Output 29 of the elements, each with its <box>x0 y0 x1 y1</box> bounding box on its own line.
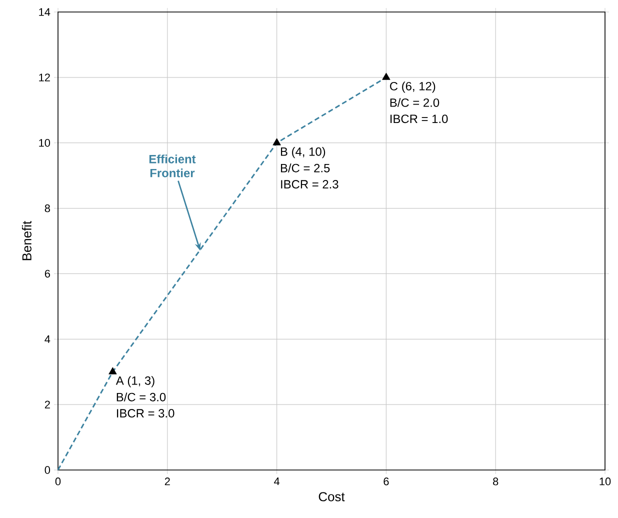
point <box>382 72 390 80</box>
y-tick-label: 10 <box>39 138 50 147</box>
y-tick-label: 4 <box>44 335 50 343</box>
y-tick-label: 6 <box>44 270 50 278</box>
annotation: IBCR = 3.0 <box>117 409 174 418</box>
x-tick-label: 10 <box>600 478 611 486</box>
annotation: A (1, 3) <box>116 376 154 388</box>
annotation: B/C = 2.0 <box>390 98 440 107</box>
annotation: B/C = 2.5 <box>280 164 330 172</box>
y-tick-label: 14 <box>39 8 50 16</box>
y-tick-label: 0 <box>44 466 50 474</box>
y-tick-label: 8 <box>44 204 50 212</box>
x-axis-title: Cost <box>318 492 345 502</box>
annotation: C (6, 12) <box>390 82 436 93</box>
annotation: IBCR = 2.3 <box>281 180 338 189</box>
y-axis-title: Benefit <box>22 220 32 260</box>
x-tick-label: 8 <box>493 478 498 486</box>
x-tick-label: 4 <box>274 478 280 486</box>
point <box>108 367 117 374</box>
x-tick-label: 6 <box>384 478 389 486</box>
x-tick-label: 2 <box>164 478 170 486</box>
annotation: Efficient Frontier <box>149 154 196 178</box>
annotation: IBCR = 1.0 <box>390 114 448 124</box>
annotation: B (4, 10) <box>280 147 326 158</box>
x-tick-label: 0 <box>55 478 61 486</box>
point <box>272 138 281 146</box>
y-tick-label: 2 <box>44 400 50 408</box>
annotation: B/C = 3.0 <box>116 392 166 402</box>
y-tick-label: 12 <box>39 74 50 82</box>
